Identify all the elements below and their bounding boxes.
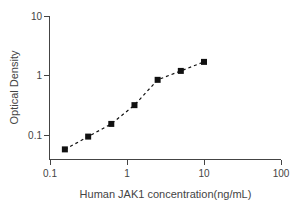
svg-text:10: 10 [198,168,210,179]
svg-text:1: 1 [36,70,42,81]
svg-text:Optical Density: Optical Density [8,50,20,124]
svg-text:Human JAK1 concentration(ng/mL: Human JAK1 concentration(ng/mL) [80,188,252,200]
svg-text:0.1: 0.1 [43,168,57,179]
svg-text:10: 10 [31,11,43,22]
svg-text:100: 100 [273,168,290,179]
svg-text:1: 1 [124,168,130,179]
svg-text:0.1: 0.1 [28,130,42,141]
